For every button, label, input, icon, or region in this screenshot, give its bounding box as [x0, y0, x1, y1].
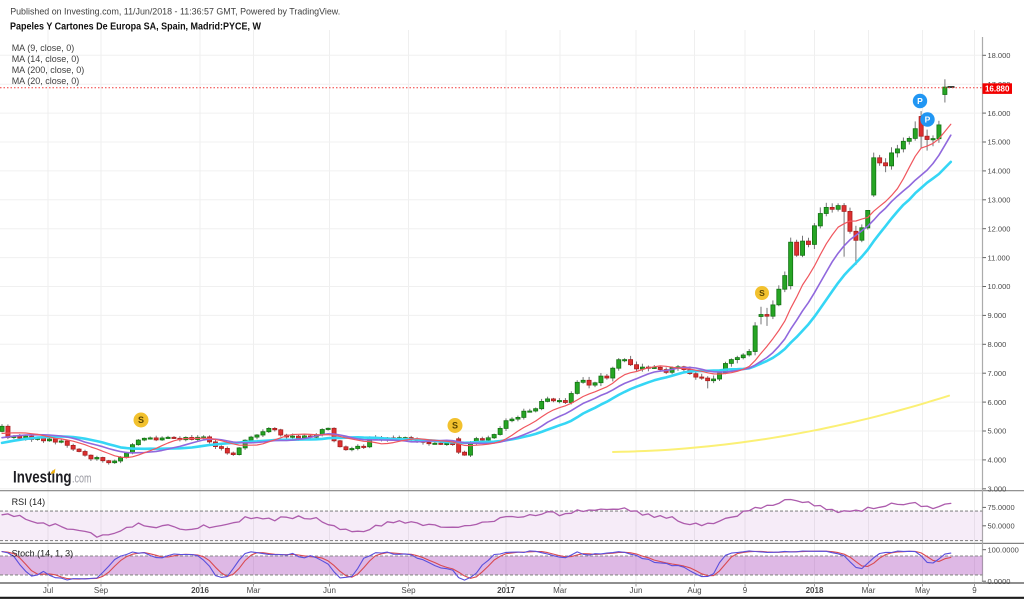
svg-text:Stoch (14, 1, 3): Stoch (14, 1, 3) [12, 549, 74, 559]
svg-text:S: S [138, 415, 144, 425]
svg-text:MA (9, close, 0): MA (9, close, 0) [12, 43, 75, 53]
svg-text:MA (14, close, 0): MA (14, close, 0) [12, 54, 80, 64]
svg-text:2016: 2016 [191, 586, 209, 595]
svg-text:16.000: 16.000 [988, 109, 1011, 118]
svg-text:9: 9 [743, 586, 748, 595]
svg-text:8.000: 8.000 [988, 340, 1007, 349]
svg-text:Mar: Mar [862, 586, 876, 595]
svg-text:11.000: 11.000 [988, 253, 1010, 262]
svg-text:10.000: 10.000 [988, 282, 1011, 291]
svg-text:S: S [759, 288, 765, 298]
svg-text:Jun: Jun [323, 586, 336, 595]
svg-text:16.880: 16.880 [985, 84, 1010, 93]
svg-text:MA (200, close, 0): MA (200, close, 0) [12, 65, 85, 75]
svg-text:3.000: 3.000 [988, 485, 1007, 494]
svg-text:Mar: Mar [247, 586, 261, 595]
svg-text:Papeles Y Cartones De Europa S: Papeles Y Cartones De Europa SA, Spain, … [10, 22, 261, 33]
svg-text:Jun: Jun [630, 586, 643, 595]
svg-text:7.000: 7.000 [988, 369, 1007, 378]
svg-text:6.000: 6.000 [988, 398, 1007, 407]
svg-text:S: S [452, 421, 458, 431]
svg-text:4.000: 4.000 [988, 456, 1007, 465]
svg-text:9: 9 [972, 586, 977, 595]
svg-text:13.000: 13.000 [988, 196, 1011, 205]
svg-text:2018: 2018 [806, 586, 824, 595]
svg-text:5.000: 5.000 [988, 427, 1007, 436]
svg-text:15.000: 15.000 [988, 138, 1011, 147]
svg-text:9.000: 9.000 [988, 311, 1007, 320]
svg-text:Sep: Sep [94, 586, 109, 595]
svg-text:Published on Investing.com, 11: Published on Investing.com, 11/Jun/2018 … [10, 7, 340, 17]
svg-text:12.000: 12.000 [988, 224, 1011, 233]
svg-text:Mar: Mar [553, 586, 567, 595]
svg-text:MA (20, close, 0): MA (20, close, 0) [12, 76, 80, 86]
svg-text:Sep: Sep [401, 586, 416, 595]
svg-text:Investing: Investing [13, 469, 72, 487]
svg-text:100.0000: 100.0000 [988, 545, 1019, 554]
svg-text:Aug: Aug [687, 586, 701, 595]
svg-text:75.0000: 75.0000 [988, 503, 1015, 512]
svg-text:P: P [917, 96, 923, 106]
svg-text:2017: 2017 [497, 586, 515, 595]
svg-text:P: P [925, 115, 931, 125]
svg-text:14.000: 14.000 [988, 167, 1011, 176]
svg-text:0.0000: 0.0000 [988, 577, 1011, 586]
svg-text:May: May [915, 586, 930, 595]
svg-text:18.000: 18.000 [988, 51, 1011, 60]
svg-text:Jul: Jul [43, 586, 53, 595]
svg-text:50.0000: 50.0000 [988, 522, 1015, 531]
svg-text:RSI (14): RSI (14) [12, 497, 46, 507]
svg-text:.com: .com [72, 471, 92, 486]
